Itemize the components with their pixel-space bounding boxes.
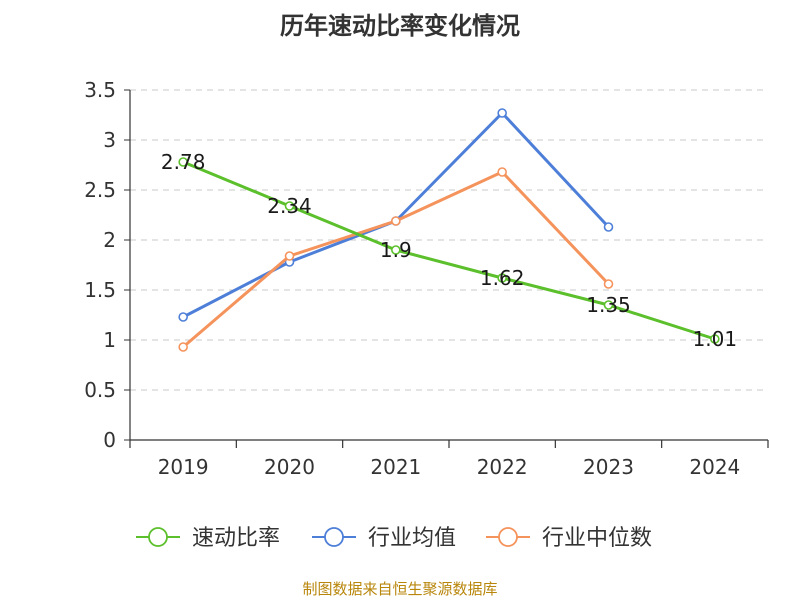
x-tick-label: 2022 <box>477 455 528 479</box>
y-tick-label: 1.5 <box>84 278 116 302</box>
data-point-速动比率 <box>603 300 614 310</box>
y-tick-label: 1 <box>103 328 116 352</box>
series-line-速动比率 <box>182 160 716 341</box>
data-label: 1.01 <box>693 327 738 351</box>
data-point-行业中位数 <box>284 251 295 261</box>
x-tick-label: 2023 <box>583 455 634 479</box>
source-note: 制图数据来自恒生聚源数据库 <box>302 580 498 598</box>
data-point-速动比率 <box>497 273 507 283</box>
legend-item-行业中位数[interactable]: 行业中位数 <box>486 526 652 551</box>
data-labels: 2.78 2.34 1.9 1.62 1.35 1.01 <box>161 150 737 351</box>
data-point-行业均值 <box>603 222 614 232</box>
legend-label: 行业均值 <box>368 526 456 551</box>
data-label: 2.78 <box>161 150 206 174</box>
legend-item-行业均值[interactable]: 行业均值 <box>312 526 456 551</box>
data-point-速动比率 <box>710 334 720 344</box>
data-point-速动比率 <box>178 157 188 167</box>
y-tick-label: 0 <box>103 428 116 452</box>
legend-marker <box>498 527 518 547</box>
data-point-行业中位数 <box>603 279 614 289</box>
legend-label: 速动比率 <box>192 526 280 551</box>
x-tick-label: 2019 <box>158 455 209 479</box>
x-tick-label: 2020 <box>264 455 315 479</box>
legend[interactable]: 速动比率 行业均值 行业中位数 <box>136 526 652 551</box>
data-label: 1.62 <box>480 266 525 290</box>
data-label: 1.9 <box>380 238 412 262</box>
legend-marker <box>148 527 168 547</box>
data-point-行业中位数 <box>391 216 401 226</box>
data-point-行业均值 <box>178 312 188 322</box>
chart-title: 历年速动比率变化情况 <box>280 12 520 40</box>
legend-marker <box>324 527 344 547</box>
legend-label: 行业中位数 <box>542 526 652 551</box>
x-tick-label: 2024 <box>689 455 740 479</box>
data-point-速动比率 <box>391 245 401 255</box>
grid-lines <box>130 89 768 391</box>
data-point-行业中位数 <box>497 167 507 177</box>
data-point-速动比率 <box>284 201 295 211</box>
data-point-行业均值 <box>497 108 507 118</box>
data-label: 1.35 <box>586 293 631 317</box>
axes: 0 0.5 1 1.5 2 2.5 3 3.5 2019 2020 2021 2022 2023 2024 <box>84 78 769 479</box>
data-label: 2.34 <box>267 194 312 218</box>
series-lines <box>178 108 720 352</box>
y-tick-label: 2 <box>103 228 116 252</box>
y-tick-label: 3.5 <box>84 78 116 102</box>
data-point-行业中位数 <box>178 342 188 352</box>
y-tick-label: 2.5 <box>84 178 116 202</box>
y-tick-label: 3 <box>103 128 116 152</box>
x-tick-label: 2021 <box>370 455 421 479</box>
legend-item-速动比率[interactable]: 速动比率 <box>136 526 280 551</box>
y-tick-label: 0.5 <box>84 378 116 402</box>
